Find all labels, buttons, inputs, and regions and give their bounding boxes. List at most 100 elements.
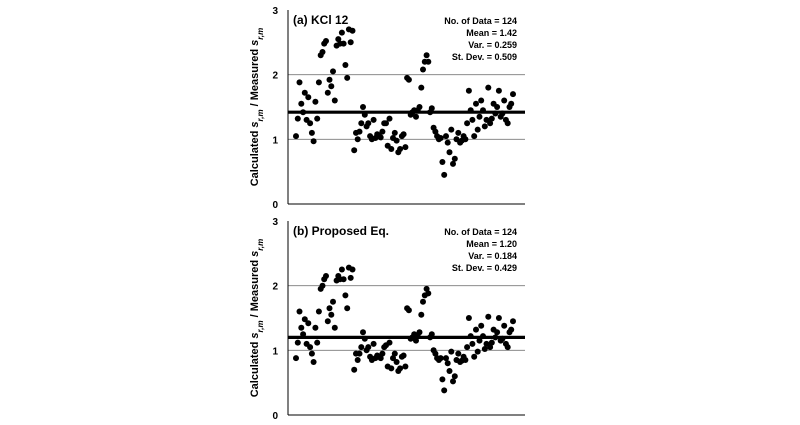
- data-point: [356, 350, 363, 357]
- y-tick-label-3: 3: [272, 6, 278, 17]
- data-point: [508, 326, 515, 333]
- data-point: [469, 340, 476, 347]
- data-point: [324, 318, 331, 325]
- data-point: [338, 29, 345, 36]
- data-point: [393, 137, 400, 144]
- y-axis: [287, 221, 525, 416]
- data-point: [423, 52, 430, 59]
- data-point: [437, 135, 444, 141]
- data-point: [473, 100, 479, 107]
- data-point: [377, 355, 384, 362]
- data-point: [330, 298, 336, 305]
- data-point: [331, 324, 338, 331]
- y-axis-label-text: Calculated sr,m / Measured sr,m: [249, 28, 265, 187]
- data-point: [315, 79, 322, 86]
- y-tick-label-3: 3: [272, 217, 278, 228]
- data-point: [358, 344, 365, 351]
- data-point: [474, 348, 481, 355]
- data-point: [293, 133, 299, 140]
- data-point: [342, 292, 349, 299]
- data-point: [418, 84, 425, 91]
- data-point: [308, 129, 315, 136]
- data-point: [420, 66, 426, 73]
- data-point: [413, 337, 419, 344]
- data-point: [441, 387, 448, 394]
- data-point: [481, 123, 488, 130]
- y-axis-label-text: Calculated sr,m / Measured sr,m: [249, 239, 265, 398]
- data-point: [455, 129, 462, 136]
- data-point: [310, 138, 317, 145]
- data-point: [315, 308, 322, 315]
- data-point: [416, 329, 423, 336]
- data-point: [464, 120, 471, 127]
- stat-line-2: Var. = 0.259: [468, 40, 517, 50]
- stat-line-0: No. of Data = 124: [444, 16, 517, 26]
- y-tick-label-0: 0: [272, 200, 278, 211]
- data-point: [370, 116, 377, 123]
- panel-a: Calculated sr,m / Measured sr,m 0 1 2 3 (a)…: [249, 6, 525, 211]
- data-point: [308, 350, 315, 357]
- data-point: [314, 115, 321, 122]
- data-point: [476, 113, 483, 120]
- data-point: [301, 89, 308, 96]
- data-point: [312, 98, 319, 105]
- data-point: [444, 360, 451, 367]
- data-point: [478, 322, 485, 329]
- data-point: [326, 305, 333, 312]
- data-point: [450, 378, 456, 385]
- data-point: [494, 104, 501, 110]
- data-point: [413, 113, 419, 120]
- data-point: [331, 97, 338, 104]
- data-point: [310, 359, 317, 365]
- stats-box: No. of Data = 124 Mean = 1.42 Var. = 0.259…: [444, 16, 517, 62]
- data-point: [360, 329, 366, 336]
- data-point: [504, 344, 511, 351]
- data-point: [388, 365, 395, 372]
- data-point: [443, 355, 449, 362]
- data-point: [494, 329, 501, 336]
- data-point: [478, 97, 485, 104]
- y-tick-labels: 0 1 2 3: [272, 6, 278, 211]
- data-point: [476, 337, 483, 344]
- data-point: [314, 339, 321, 346]
- data-point: [365, 120, 372, 127]
- data-point: [323, 273, 329, 279]
- data-point: [488, 339, 495, 346]
- data-point: [485, 84, 492, 91]
- data-point: [358, 120, 365, 127]
- data-point: [344, 74, 351, 81]
- data-point: [510, 318, 516, 325]
- data-point: [319, 282, 326, 289]
- data-point: [340, 276, 347, 283]
- data-point: [326, 76, 333, 83]
- data-point: [328, 311, 335, 318]
- data-point: [437, 355, 444, 362]
- data-point: [388, 146, 395, 152]
- grid-lines: [288, 74, 525, 140]
- data-point: [386, 115, 393, 122]
- data-point: [319, 49, 326, 55]
- data-point: [383, 120, 389, 127]
- data-point: [296, 79, 303, 86]
- data-point: [471, 133, 478, 140]
- data-point: [423, 285, 430, 292]
- data-point: [439, 376, 446, 383]
- y-tick-label-2: 2: [272, 71, 278, 82]
- data-point: [391, 129, 398, 136]
- data-point: [338, 266, 345, 273]
- data-point: [351, 366, 358, 373]
- panel-title: (b) Proposed Eq.: [293, 224, 389, 238]
- data-point: [446, 368, 453, 374]
- data-point: [307, 120, 314, 127]
- data-point: [465, 87, 472, 94]
- data-point: [451, 373, 458, 380]
- data-point: [441, 171, 448, 178]
- data-point: [344, 305, 351, 312]
- data-point: [418, 311, 425, 318]
- data-point: [439, 159, 446, 165]
- data-point: [402, 144, 409, 151]
- stat-line-1: Mean = 1.42: [466, 28, 517, 38]
- data-point: [481, 346, 488, 352]
- data-point: [393, 359, 400, 365]
